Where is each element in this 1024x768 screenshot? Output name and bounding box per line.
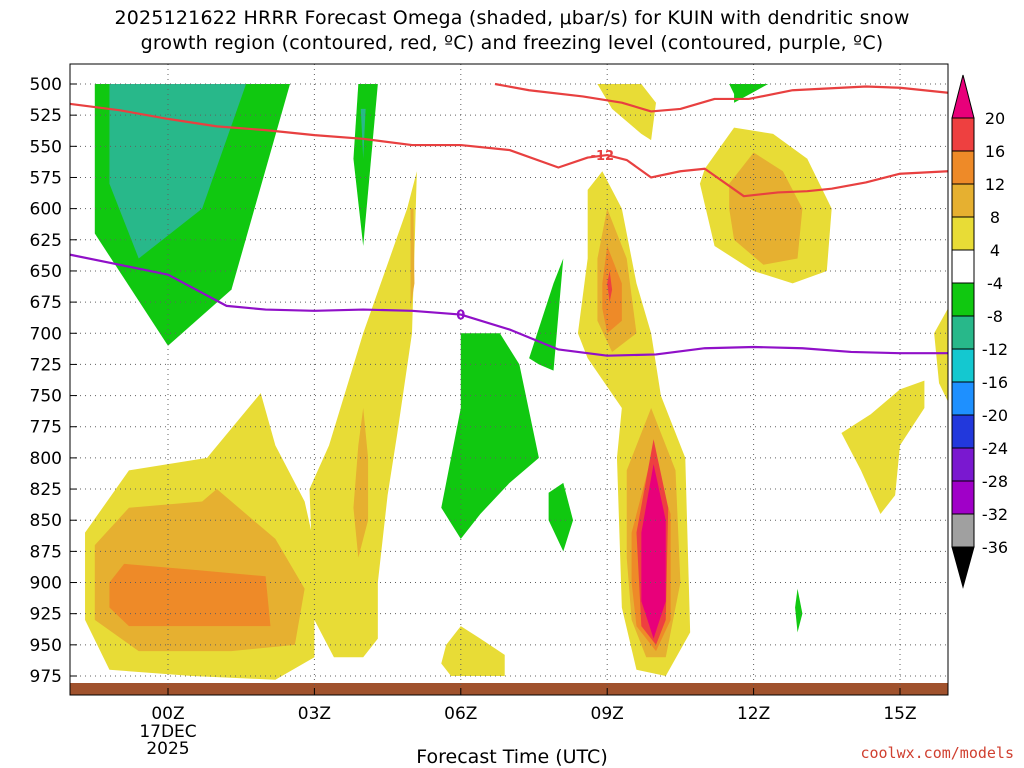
colorbar-max-arrow [951,74,975,119]
colorbar-label-6: -8 [987,307,1003,326]
colorbar-box-1 [951,117,975,152]
colorbar-label-0: 20 [985,109,1005,128]
x-tick-sublabel-1: 2025 [146,739,189,759]
omega-region-8 [353,408,369,558]
omega-region-2 [353,84,378,247]
x-axis-label: Forecast Time (UTC) [416,746,608,768]
grid [70,64,948,695]
y-tick-label-650: 650 [30,262,62,282]
y-tick-label-625: 625 [30,231,62,251]
dgz-bottom-contour [494,82,949,113]
x-tick-label-06Z: 06Z [444,704,477,724]
x-tick-label-09Z: 09Z [591,704,624,724]
chart-title: 2025121622 HRRR Forecast Omega (shaded, … [0,6,1024,56]
x-tick-sublabel-0: 17DEC [139,722,196,742]
omega-region-11 [529,258,564,371]
colorbar-label-1: 16 [985,142,1005,161]
colorbar-box-13 [951,513,975,548]
freezing-level-contour [70,253,948,357]
omega-region-10 [441,333,539,539]
colorbar-box-10 [951,414,975,449]
x-tick-label-03Z: 03Z [298,704,331,724]
y-tick-label-775: 775 [30,418,62,438]
colorbar-box-3 [951,183,975,218]
omega-region-22 [597,84,656,141]
colorbar-box-9 [951,381,975,416]
colorbar-box-7 [951,315,975,350]
colorbar-legend: 20 16 12 8 4 -4 -8 -12 -16 -20 -24 -28 -32 -36 [951,74,1008,589]
y-tick-label-875: 875 [30,542,62,562]
colorbar-label-11: -28 [982,472,1008,491]
y-tick-label-700: 700 [30,324,62,344]
omega-region-3 [360,108,366,159]
y-tick-label-850: 850 [30,511,62,531]
credit-link[interactable]: coolwx.com/models [860,744,1014,762]
omega-region-13 [441,626,505,676]
y-tick-label-800: 800 [30,449,62,469]
y-tick-label-925: 925 [30,605,62,625]
colorbar-box-11 [951,447,975,482]
plot-frame [69,63,949,696]
y-tick-label-900: 900 [30,574,62,594]
omega-region-17 [607,270,613,303]
y-tick-label-575: 575 [30,168,62,188]
omega-region-26 [934,308,948,402]
colorbar-label-2: 12 [985,175,1005,194]
chart-title-line1: 2025121622 HRRR Forecast Omega (shaded, … [114,7,910,29]
y-axis: 500 525 550 575 600 625 650 675 700 725 750 775 800 8… [30,75,77,687]
y-tick-label-825: 825 [30,480,62,500]
colorbar-box-5 [951,249,975,284]
dgz-label-label: -12 [591,149,615,164]
omega-region-1 [109,84,247,259]
y-tick-label-500: 500 [30,75,62,95]
colorbar-label-9: -20 [982,406,1008,425]
contour-lines: -12 0 [70,82,949,357]
colorbar-label-12: -32 [982,505,1008,524]
y-tick-label-675: 675 [30,293,62,313]
shaded-regions [85,84,948,680]
y-tick-label-600: 600 [30,200,62,220]
dgz-top-contour [70,102,949,198]
omega-region-16 [602,246,622,334]
omega-region-21 [641,464,666,639]
y-tick-label-975: 975 [30,667,62,687]
y-tick-label-725: 725 [30,355,62,375]
colorbar-label-10: -24 [982,439,1008,458]
omega-region-9 [410,208,415,309]
colorbar-label-13: -36 [982,538,1008,557]
terrain-strip [70,683,948,695]
omega-region-25 [841,380,925,514]
colorbar-label-3: 8 [990,208,1000,227]
omega-region-6 [109,563,271,627]
colorbar-box-4 [951,216,975,251]
x-tick-label-00Z: 00Z [151,704,184,724]
x-tick-label-15Z: 15Z [883,704,916,724]
y-tick-label-550: 550 [30,137,62,157]
y-tick-label-750: 750 [30,387,62,407]
colorbar-box-2 [951,150,975,185]
x-tick-label-12Z: 12Z [737,704,770,724]
omega-region-29 [795,588,803,633]
colorbar-label-4: 4 [990,241,1000,260]
omega-region-12 [548,482,574,552]
y-tick-label-950: 950 [30,636,62,656]
colorbar-min-arrow [951,546,975,589]
colorbar-box-12 [951,480,975,515]
colorbar-label-5: -4 [987,274,1003,293]
colorbar-box-8 [951,348,975,383]
y-tick-label-525: 525 [30,106,62,126]
colorbar-box-6 [951,282,975,317]
colorbar-label-7: -12 [982,340,1008,359]
colorbar-label-8: -16 [982,373,1008,392]
chart-title-line2: growth region (contoured, red, ºC) and f… [140,32,884,54]
freezing-level-label: 0 [456,309,465,324]
